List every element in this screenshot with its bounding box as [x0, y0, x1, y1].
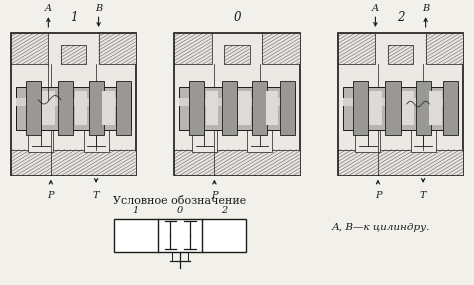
Bar — [280, 81, 295, 135]
Bar — [10, 33, 48, 64]
Bar — [353, 81, 368, 135]
Bar — [337, 33, 375, 64]
Text: T: T — [420, 191, 427, 200]
Bar — [337, 150, 463, 175]
Text: 0: 0 — [233, 11, 241, 24]
Bar — [174, 33, 300, 175]
Bar — [58, 81, 73, 135]
Bar — [10, 150, 137, 175]
Text: 2: 2 — [221, 206, 228, 215]
Bar — [179, 97, 295, 106]
Bar — [75, 91, 87, 125]
Bar — [206, 91, 218, 125]
Bar — [388, 45, 413, 64]
Bar — [247, 121, 272, 152]
Bar — [410, 121, 436, 152]
Text: A: A — [45, 4, 52, 13]
Text: 2: 2 — [397, 11, 404, 24]
Bar — [174, 150, 300, 175]
Bar — [337, 33, 463, 175]
Bar — [16, 87, 131, 130]
Bar — [356, 121, 381, 152]
Bar — [252, 81, 267, 135]
Bar — [174, 33, 212, 64]
Bar — [61, 45, 86, 64]
Bar — [426, 33, 463, 64]
Bar — [385, 81, 401, 135]
Bar — [26, 81, 41, 135]
Bar — [402, 91, 414, 125]
Bar — [102, 91, 115, 125]
Bar — [89, 81, 104, 135]
Bar — [343, 97, 458, 106]
Bar — [224, 45, 249, 64]
Bar — [222, 81, 237, 135]
Bar — [343, 87, 458, 130]
Bar — [114, 219, 246, 252]
Bar — [16, 97, 131, 106]
Text: 1: 1 — [70, 11, 77, 24]
Bar — [369, 91, 382, 125]
Text: B: B — [422, 4, 429, 13]
Bar — [116, 81, 131, 135]
Bar — [28, 121, 54, 152]
Text: P: P — [211, 191, 218, 200]
Text: B: B — [95, 4, 102, 13]
Bar — [238, 91, 251, 125]
Bar — [266, 91, 278, 125]
Bar — [10, 33, 137, 175]
Text: А, В—к цилиндру.: А, В—к цилиндру. — [332, 223, 430, 233]
Bar — [192, 121, 217, 152]
Bar — [189, 81, 204, 135]
Text: Условное обозначение: Условное обозначение — [113, 196, 247, 206]
Bar — [179, 87, 295, 130]
Bar — [429, 91, 442, 125]
Bar — [443, 81, 458, 135]
Text: A: A — [372, 4, 379, 13]
Text: P: P — [47, 191, 54, 200]
Bar — [83, 121, 109, 152]
Bar — [416, 81, 431, 135]
Bar — [262, 33, 300, 64]
Bar — [42, 91, 55, 125]
Text: 0: 0 — [177, 206, 183, 215]
Text: T: T — [93, 191, 100, 200]
Text: P: P — [374, 191, 381, 200]
Text: 1: 1 — [133, 206, 139, 215]
Bar — [99, 33, 136, 64]
